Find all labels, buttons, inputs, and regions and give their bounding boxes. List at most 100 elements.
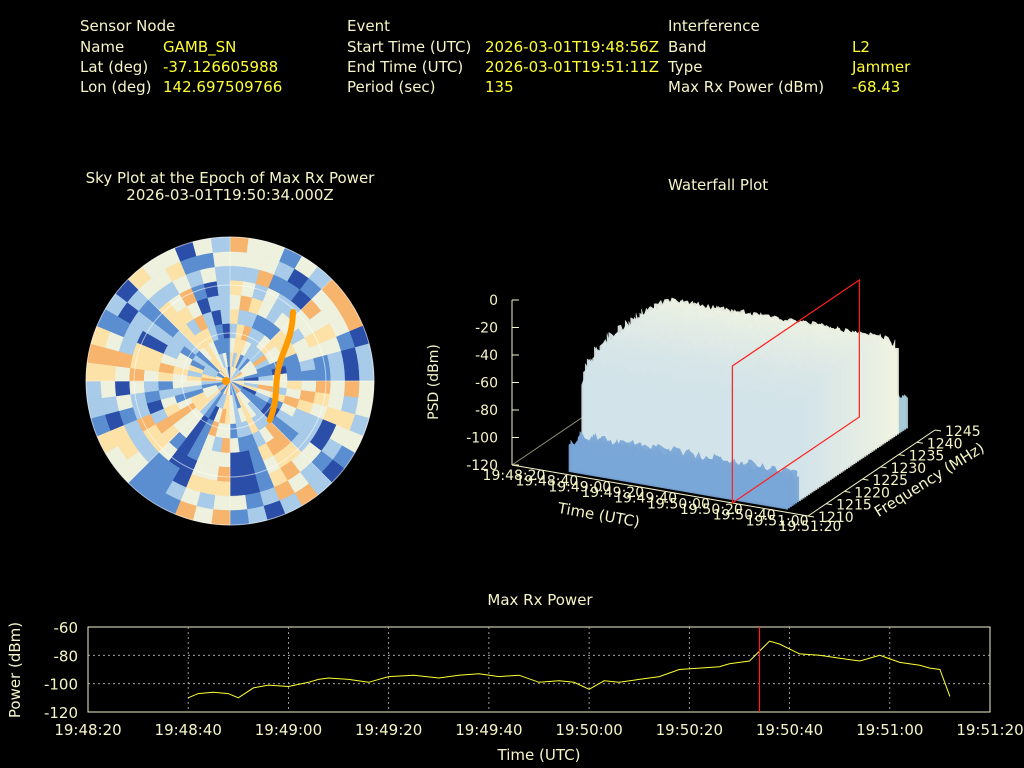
maxpower-y-tick-label: -100	[44, 676, 78, 694]
maxpower-x-tick-label: 19:49:40	[455, 721, 522, 739]
sensor-lon-value: 142.697509766	[163, 78, 283, 96]
waterfall-z-tick-label: -100	[466, 431, 498, 447]
waterfall-title: Waterfall Plot	[668, 176, 769, 194]
sky-cell	[329, 365, 346, 382]
interference-power-label: Max Rx Power (dBm)	[668, 78, 825, 96]
event-end-label: End Time (UTC)	[347, 58, 464, 76]
event-start-label: Start Time (UTC)	[347, 38, 472, 56]
maxpower-x-tick-label: 19:49:00	[255, 721, 322, 739]
maxpower-trace	[188, 640, 951, 699]
sky-cell	[229, 494, 248, 511]
maxpower-x-tick-label: 19:48:20	[54, 721, 121, 739]
waterfall-z-tick-label: -120	[466, 458, 498, 474]
interference-power-value: -68.43	[852, 78, 901, 96]
waterfall-time-tick-label: 19:50:40	[713, 508, 776, 524]
sky-cell	[229, 251, 248, 268]
interference-type-label: Type	[668, 58, 703, 76]
maxpower-title: Max Rx Power	[487, 591, 593, 609]
sky-cell	[315, 367, 332, 382]
waterfall-freq-tick	[880, 466, 887, 469]
maxpower-x-label: Time (UTC)	[497, 746, 581, 764]
sky-elevation-ring	[133, 284, 327, 478]
waterfall-freq-tick	[844, 490, 851, 493]
skyplot-title: Sky Plot at the Epoch of Max Rx Power	[85, 169, 375, 187]
waterfall-time-tick-label: 19:51:00	[746, 513, 809, 529]
event-period-label: Period (sec)	[347, 78, 436, 96]
waterfall-time-tick-label: 19:49:00	[548, 479, 611, 495]
event-end-value: 2026-03-01T19:51:11Z	[485, 58, 659, 76]
sky-cell	[229, 279, 244, 296]
waterfall-freq-tick-label: 1210	[818, 510, 854, 526]
sky-cell	[220, 308, 231, 325]
sky-satellite-track	[266, 309, 296, 423]
sensor-name-label: Name	[80, 38, 125, 56]
sky-cell	[210, 236, 231, 253]
sky-cell	[358, 380, 375, 401]
maxpower-x-tick-label: 19:49:20	[355, 721, 422, 739]
sky-cell	[157, 380, 174, 391]
sky-cell	[229, 466, 244, 483]
waterfall-slice	[568, 441, 789, 510]
waterfall-time-tick-label: 19:48:20	[483, 468, 546, 484]
waterfall-z-tick-label: -20	[475, 321, 498, 337]
sky-cell	[128, 380, 145, 395]
waterfall-time-tick-label: 19:49:40	[614, 491, 677, 507]
waterfall-time-tick-label: 19:50:00	[647, 496, 710, 512]
sky-cell	[229, 452, 242, 468]
sky-cell	[315, 380, 332, 395]
sky-cell	[358, 361, 375, 382]
sky-cell	[343, 380, 360, 399]
sky-cell	[216, 466, 231, 483]
waterfall-freq-tick-label: 1215	[836, 498, 872, 514]
waterfall-freq-tick	[826, 503, 833, 506]
waterfall-z-tick-label: -60	[475, 376, 498, 392]
waterfall-freq-tick-label: 1220	[854, 485, 890, 501]
skyplot-subtitle: 2026-03-01T19:50:34.000Z	[126, 186, 334, 204]
event-start-value: 2026-03-01T19:48:56Z	[485, 38, 659, 56]
sky-cell	[229, 480, 246, 497]
sensor-node-heading: Sensor Node	[80, 17, 176, 35]
waterfall-freq-tick	[934, 429, 942, 432]
maxpower-x-tick-label: 19:48:40	[155, 721, 222, 739]
sky-cell	[216, 279, 231, 296]
sky-cell	[286, 371, 303, 382]
sky-cell	[85, 361, 102, 382]
sensor-lat-label: Lat (deg)	[80, 58, 149, 76]
interference-band-value: L2	[852, 38, 870, 56]
interference-band-label: Band	[668, 38, 707, 56]
event-heading: Event	[347, 17, 390, 35]
sensor-name-value: GAMB_SN	[163, 38, 237, 56]
waterfall-z-tick-label: 0	[489, 293, 498, 309]
waterfall-freq-tick	[898, 454, 905, 457]
waterfall-time-axis	[511, 464, 809, 517]
sky-cell	[100, 380, 117, 399]
sky-cell	[229, 437, 240, 454]
waterfall-z-tick-label: -40	[475, 348, 498, 364]
sky-cell	[114, 365, 131, 382]
waterfall-freq-axis	[807, 429, 936, 517]
waterfall-time-tick-label: 19:51:20	[779, 519, 842, 535]
waterfall-time-tick-label: 19:48:40	[515, 474, 578, 490]
sky-cell	[212, 494, 231, 511]
maxpower-x-tick-label: 19:51:00	[856, 721, 923, 739]
waterfall-z-tick-label: -80	[475, 403, 498, 419]
maxpower-y-label: Power (dBm)	[6, 622, 24, 718]
waterfall-time-tick-label: 19:49:20	[581, 485, 644, 501]
maxpower-x-tick-label: 19:50:00	[555, 721, 622, 739]
sky-cell	[229, 265, 246, 282]
sky-cell	[128, 367, 145, 382]
sky-plot	[85, 236, 375, 526]
sky-elevation-ring	[85, 236, 375, 526]
max-power-plot: 19:48:20 19:48:40 19:49:00 19:49:20 19:49:40…	[6, 619, 1024, 764]
sky-cell	[343, 363, 360, 382]
waterfall-freq-tick-label: 1245	[945, 424, 981, 440]
maxpower-frame	[87, 626, 991, 713]
waterfall-freq-tick	[862, 478, 869, 481]
waterfall-epoch-marker	[731, 278, 860, 505]
waterfall-freq-tick-label: 1235	[909, 449, 945, 465]
maxpower-x-tick-label: 19:50:40	[756, 721, 823, 739]
sensor-lat-value: -37.126605988	[163, 58, 279, 76]
sky-cell	[218, 294, 231, 310]
event-period-value: 135	[485, 78, 514, 96]
